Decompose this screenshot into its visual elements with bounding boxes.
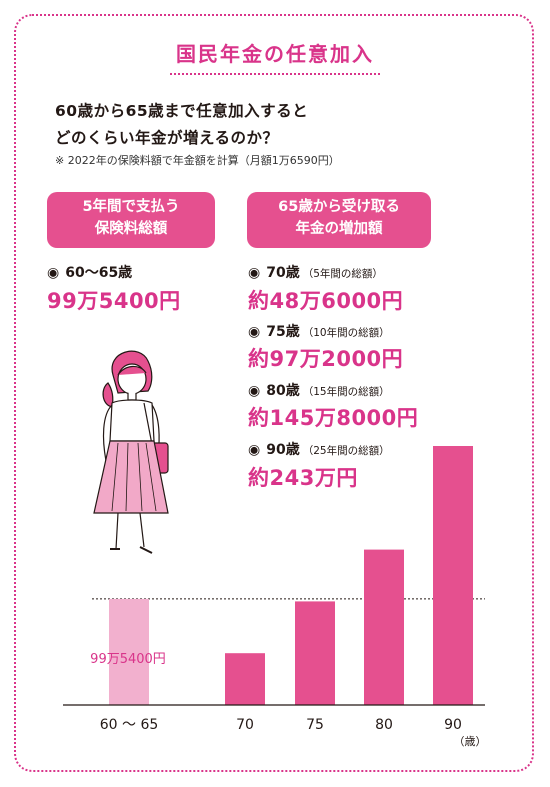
received-label-75: ◉ 75歳 （10年間の総額） — [248, 321, 390, 341]
received-age: 80歳 — [266, 383, 300, 399]
received-pill: 65歳から受け取る 年金の増加額 — [247, 192, 431, 248]
bar-1 — [225, 653, 265, 705]
bullet-icon: ◉ — [248, 442, 261, 458]
received-label-90: ◉ 90歳 （25年間の総額） — [248, 439, 390, 459]
received-amount-70: 約48万6000円 — [248, 289, 404, 313]
lead-text: 60歳から65歳まで任意加入すると どのくらい年金が増えるのか？ — [55, 98, 308, 152]
received-amount-90: 約243万円 — [248, 466, 358, 490]
bar-3 — [364, 549, 404, 705]
reference-label: 99万5400円 — [90, 652, 166, 667]
bar-0 — [109, 598, 149, 705]
received-amount-80: 約145万8000円 — [248, 406, 419, 430]
paid-pill-line-1: 5年間で支払う — [82, 199, 180, 215]
received-pill-line-2: 年金の増加額 — [295, 221, 383, 237]
page-title: 国民年金の任意加入 — [170, 38, 380, 75]
bullet-icon: ◉ — [47, 265, 60, 281]
bullet-icon: ◉ — [248, 383, 261, 399]
x-tick-label-4: 90 — [444, 717, 462, 733]
received-age: 90歳 — [266, 442, 300, 458]
paid-pill: 5年間で支払う 保険料総額 — [47, 192, 215, 248]
bar-2 — [295, 601, 335, 705]
received-pill-line-1: 65歳から受け取る — [278, 199, 400, 215]
bullet-icon: ◉ — [248, 324, 261, 340]
title-wrap: 国民年金の任意加入 — [0, 38, 550, 75]
received-label-80: ◉ 80歳 （15年間の総額） — [248, 380, 390, 400]
bar-4 — [433, 446, 473, 705]
x-tick-label-1: 70 — [236, 717, 254, 733]
received-period: （15年間の総額） — [302, 386, 390, 398]
received-amount-75: 約97万2000円 — [248, 347, 404, 371]
lead-line-2: どのくらい年金が増えるのか？ — [55, 129, 279, 147]
received-age: 70歳 — [266, 265, 300, 281]
woman-illustration — [93, 350, 169, 554]
x-tick-label-2: 75 — [306, 717, 324, 733]
lead-note: ※ 2022年の保険料額で年金額を計算（月額1万6590円） — [55, 154, 340, 167]
x-tick-label-3: 80 — [375, 717, 393, 733]
received-period: （25年間の総額） — [302, 445, 390, 457]
lead-line-1: 60歳から65歳まで任意加入すると — [55, 102, 309, 120]
page-border — [14, 14, 534, 772]
paid-label: ◉ 60～65歳 — [47, 262, 132, 282]
paid-pill-line-2: 保険料総額 — [94, 221, 168, 237]
paid-age: 60～65歳 — [65, 265, 133, 281]
x-unit-label: （歳） — [454, 735, 487, 748]
bullet-icon: ◉ — [248, 265, 261, 281]
x-tick-label-0: 60 ～ 65 — [100, 717, 159, 733]
received-age: 75歳 — [266, 324, 300, 340]
received-label-70: ◉ 70歳 （5年間の総額） — [248, 262, 383, 282]
paid-amount: 99万5400円 — [47, 289, 181, 313]
received-period: （10年間の総額） — [302, 327, 390, 339]
received-period: （5年間の総額） — [302, 268, 383, 280]
